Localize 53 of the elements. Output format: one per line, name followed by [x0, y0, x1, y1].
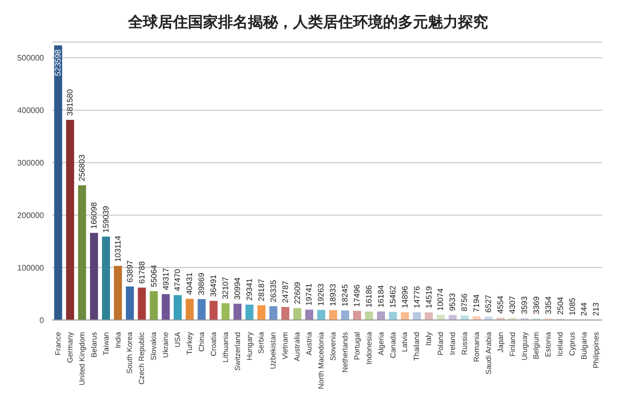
data-label: 29341	[244, 278, 254, 301]
data-label: 1085	[568, 297, 577, 316]
data-label: 3354	[544, 296, 553, 314]
data-label: 17496	[352, 284, 362, 307]
data-label: 2504	[556, 296, 565, 315]
data-label: 24787	[280, 280, 290, 303]
data-label: 10074	[436, 288, 446, 311]
data-label: 36491	[209, 274, 218, 297]
data-label: 28187	[256, 278, 266, 302]
data-label: 6527	[484, 294, 494, 313]
data-label: 4307	[508, 295, 517, 314]
data-label: 30994	[233, 276, 242, 300]
data-label: 7194	[472, 294, 482, 312]
data-label: 381580	[66, 88, 75, 116]
data-label: 40431	[185, 272, 194, 295]
data-label: 14896	[400, 285, 410, 308]
y-tick-label: 400000	[17, 106, 45, 116]
data-label: 244	[580, 302, 589, 316]
data-label: 39869	[197, 272, 206, 296]
y-tick-label: 200000	[17, 210, 45, 220]
data-label: 18245	[340, 284, 350, 306]
data-label: 213	[592, 302, 601, 316]
data-label: 3593	[520, 296, 529, 314]
y-tick-label: 500000	[17, 54, 45, 63]
data-label: 18933	[328, 283, 338, 306]
data-label: 159039	[101, 205, 110, 233]
data-label: 19741	[304, 282, 314, 306]
y-tick-label: 100000	[17, 263, 45, 272]
data-label: 63897	[125, 260, 134, 282]
data-label: 47470	[173, 268, 182, 292]
data-label: 14776	[412, 285, 422, 308]
data-label: 61788	[137, 260, 146, 284]
data-label: 9533	[448, 292, 458, 311]
data-label: 55064	[149, 264, 158, 288]
y-tick-label: 300000	[17, 158, 45, 168]
data-label: 26335	[268, 279, 278, 302]
data-label: 8756	[460, 293, 470, 312]
data-label: 103114	[113, 235, 122, 262]
data-label: 523598	[54, 48, 63, 76]
data-label: 15462	[388, 285, 398, 308]
data-label: 4554	[496, 295, 506, 314]
data-label: 256803	[78, 154, 87, 182]
data-label: 16186	[364, 284, 374, 308]
data-label: 166098	[90, 202, 99, 229]
chart-title: 全球居住国家排名揭秘，人类居住环境的多元魅力探究	[126, 13, 489, 33]
data-label: 14519	[424, 286, 434, 308]
data-label: 22609	[292, 281, 302, 304]
data-label: 49317	[161, 267, 170, 290]
data-label: 19263	[316, 283, 326, 306]
y-tick-label: 0	[40, 316, 45, 325]
data-label: 16184	[376, 284, 386, 308]
data-label: 3369	[532, 296, 541, 314]
data-label: 32107	[221, 276, 230, 300]
